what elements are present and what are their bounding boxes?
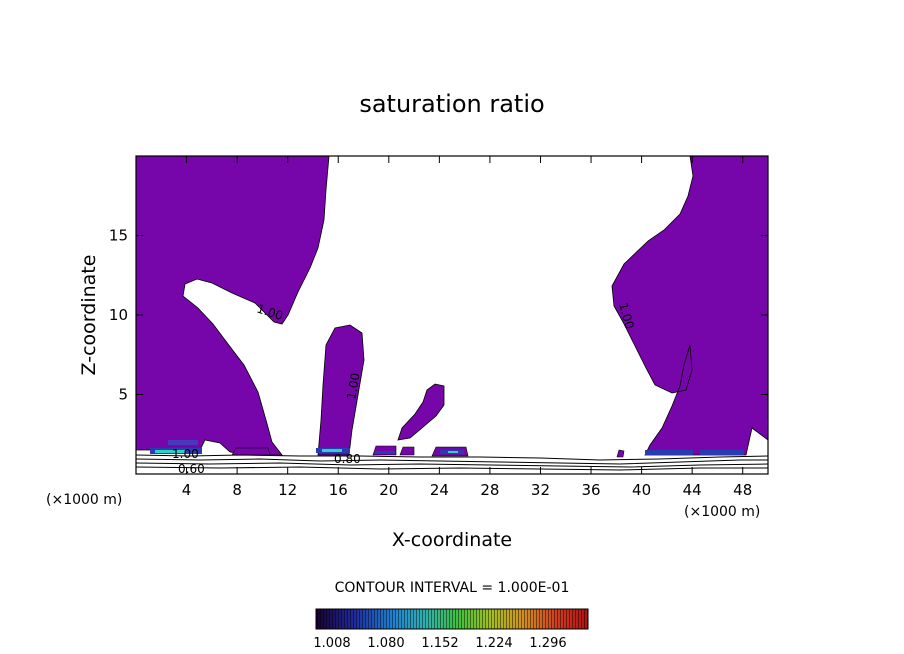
x-tick-label: 28 <box>480 481 499 499</box>
colorbar-stripes <box>316 609 588 629</box>
x-tick-label: 40 <box>632 481 651 499</box>
x-tick-label: 44 <box>683 481 702 499</box>
colorbar-tick-label: 1.080 <box>367 636 404 651</box>
x-tick-label: 48 <box>733 481 752 499</box>
contour-interval: CONTOUR INTERVAL = 1.000E-01 <box>335 580 570 596</box>
saturated-region-22 <box>397 383 445 441</box>
colorbar-tick-label: 1.152 <box>421 636 458 651</box>
contour-label: 1.00 <box>172 447 199 461</box>
x-tick-label: 16 <box>329 481 348 499</box>
saturation-field <box>136 156 768 471</box>
y-tick-label: 15 <box>109 227 128 245</box>
colorbar-tick-label: 1.008 <box>313 636 350 651</box>
colorbar-tick-label: 1.224 <box>475 636 512 651</box>
contour-label: 1.00 <box>616 301 636 330</box>
y-tick-label: 5 <box>118 386 128 404</box>
saturated-region-left <box>136 156 330 456</box>
saturated-patch <box>616 449 625 458</box>
contour-label: 0.60 <box>178 462 205 476</box>
y-tick-label: 10 <box>109 306 128 324</box>
high-saturation-bands <box>150 440 744 455</box>
colorbar: 1.008 1.080 1.152 1.224 1.296 <box>313 608 589 651</box>
colorbar-tick-label: 1.296 <box>529 636 566 651</box>
x-tick-label: 32 <box>531 481 550 499</box>
y-axis-label: Z-coordinate <box>78 255 100 376</box>
saturated-patch <box>399 446 415 456</box>
colorbar-ticks: 1.008 1.080 1.152 1.224 1.296 <box>313 636 566 651</box>
x-tick-label: 20 <box>379 481 398 499</box>
x-tick-label: 12 <box>278 481 297 499</box>
x-unit-label: (×1000 m) <box>684 504 760 520</box>
x-tick-label: 24 <box>430 481 449 499</box>
saturated-region-column-16 <box>317 324 365 456</box>
surface-contours <box>136 454 768 471</box>
x-tick-label: 4 <box>182 481 192 499</box>
x-tick-label: 36 <box>581 481 600 499</box>
z-unit-label: (×1000 m) <box>46 492 122 508</box>
saturated-patch <box>231 447 271 456</box>
y-axis-ticks: 5 10 15 <box>109 227 768 404</box>
saturated-region-right <box>611 156 768 456</box>
chart-title: saturation ratio <box>359 90 544 118</box>
contour-label: 1.00 <box>344 372 362 401</box>
x-axis-ticks: 4 8 12 16 20 24 28 32 36 40 44 48 <box>182 156 752 499</box>
colorbar-frame <box>315 608 589 630</box>
x-axis-label: X-coordinate <box>392 529 512 551</box>
x-tick-label: 8 <box>232 481 242 499</box>
contour-label: 0.80 <box>334 452 361 466</box>
